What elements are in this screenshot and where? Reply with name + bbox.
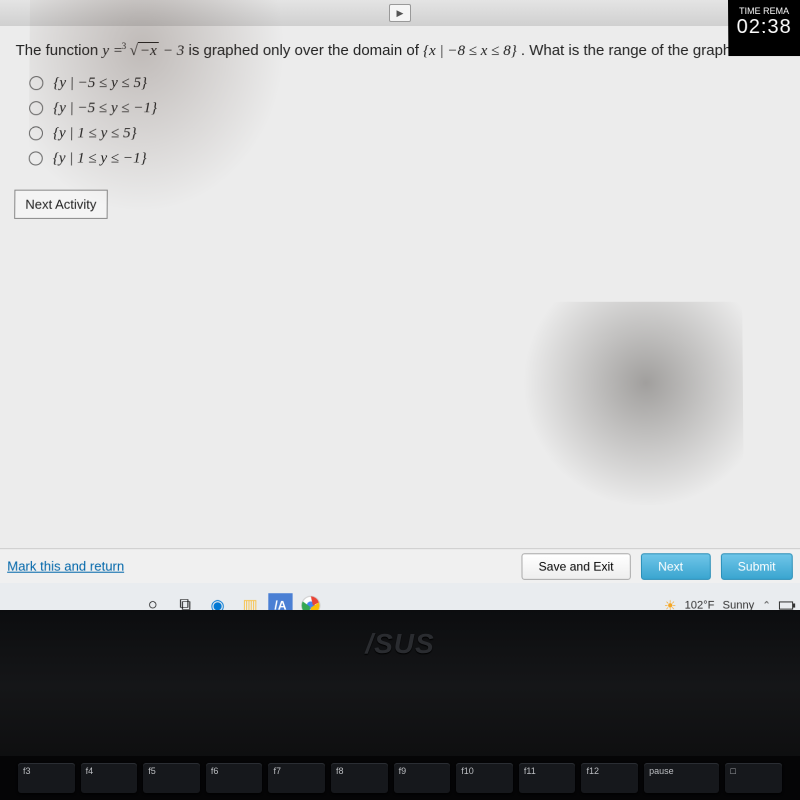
radio-icon[interactable] bbox=[29, 151, 43, 165]
key-f3: f3 bbox=[18, 763, 75, 793]
key-f8: f8 bbox=[331, 763, 388, 793]
play-button[interactable]: ▶ bbox=[389, 4, 411, 22]
question-text: The function y = 3 √−x − 3 is graphed on… bbox=[15, 40, 784, 63]
option-label: {y | 1 ≤ y ≤ −1} bbox=[53, 150, 147, 167]
key-f12: f12 bbox=[581, 763, 638, 793]
radio-icon[interactable] bbox=[29, 101, 43, 115]
option-label: {y | −5 ≤ y ≤ −1} bbox=[53, 100, 157, 117]
option-3[interactable]: {y | 1 ≤ y ≤ 5} bbox=[29, 125, 785, 142]
timer-label: TIME REMA bbox=[728, 6, 800, 16]
cbrt-index: 3 bbox=[122, 40, 127, 54]
option-label: {y | 1 ≤ y ≤ 5} bbox=[53, 125, 137, 142]
key-f4: f4 bbox=[81, 763, 138, 793]
option-1[interactable]: {y | −5 ≤ y ≤ 5} bbox=[29, 75, 785, 92]
screen: ▶ TIME REMA 02:38 The function y = 3 √−x… bbox=[0, 0, 800, 628]
laptop-chassis: /SUS f3 f4 f5 f6 f7 f8 f9 f10 f11 f12 pa… bbox=[0, 610, 800, 800]
radio-icon[interactable] bbox=[29, 126, 43, 140]
submit-button[interactable]: Submit bbox=[720, 553, 792, 580]
key-pause: pause bbox=[644, 763, 719, 793]
question-area: The function y = 3 √−x − 3 is graphed on… bbox=[0, 26, 800, 556]
key-f10: f10 bbox=[456, 763, 513, 793]
key-f7: f7 bbox=[268, 763, 325, 793]
cbrt: 3 √−x bbox=[127, 40, 159, 63]
key-f9: f9 bbox=[394, 763, 451, 793]
key-f11: f11 bbox=[519, 763, 576, 793]
q-mid: is graphed only over the domain of bbox=[188, 42, 423, 59]
mark-return-link[interactable]: Mark this and return bbox=[7, 558, 511, 573]
option-4[interactable]: {y | 1 ≤ y ≤ −1} bbox=[29, 150, 786, 167]
timer-value: 02:38 bbox=[728, 16, 800, 39]
radicand: −x bbox=[138, 42, 159, 59]
radio-icon[interactable] bbox=[29, 76, 43, 90]
laptop-logo: /SUS bbox=[365, 628, 434, 660]
keyboard-row: f3 f4 f5 f6 f7 f8 f9 f10 f11 f12 pause □ bbox=[0, 756, 800, 800]
q-eq-rhs: − 3 bbox=[163, 43, 184, 59]
domain-set: {x | −8 ≤ x ≤ 8} bbox=[423, 43, 517, 59]
action-bar: Mark this and return Save and Exit Next … bbox=[0, 548, 800, 583]
key-f6: f6 bbox=[206, 763, 263, 793]
window-titlebar: ▶ bbox=[0, 0, 800, 26]
battery-icon[interactable] bbox=[779, 601, 793, 609]
option-2[interactable]: {y | −5 ≤ y ≤ −1} bbox=[29, 100, 785, 117]
q-end: . What is the range of the graph? bbox=[521, 42, 740, 59]
next-activity-button[interactable]: Next Activity bbox=[14, 189, 107, 218]
key-misc: □ bbox=[725, 763, 782, 793]
timer-panel: TIME REMA 02:38 bbox=[728, 0, 800, 56]
option-label: {y | −5 ≤ y ≤ 5} bbox=[53, 75, 147, 92]
key-f5: f5 bbox=[143, 763, 200, 793]
q-prefix: The function bbox=[16, 42, 103, 59]
save-exit-button[interactable]: Save and Exit bbox=[521, 553, 630, 580]
options-list: {y | −5 ≤ y ≤ 5} {y | −5 ≤ y ≤ −1} {y | … bbox=[29, 75, 786, 167]
next-button[interactable]: Next bbox=[641, 553, 711, 580]
